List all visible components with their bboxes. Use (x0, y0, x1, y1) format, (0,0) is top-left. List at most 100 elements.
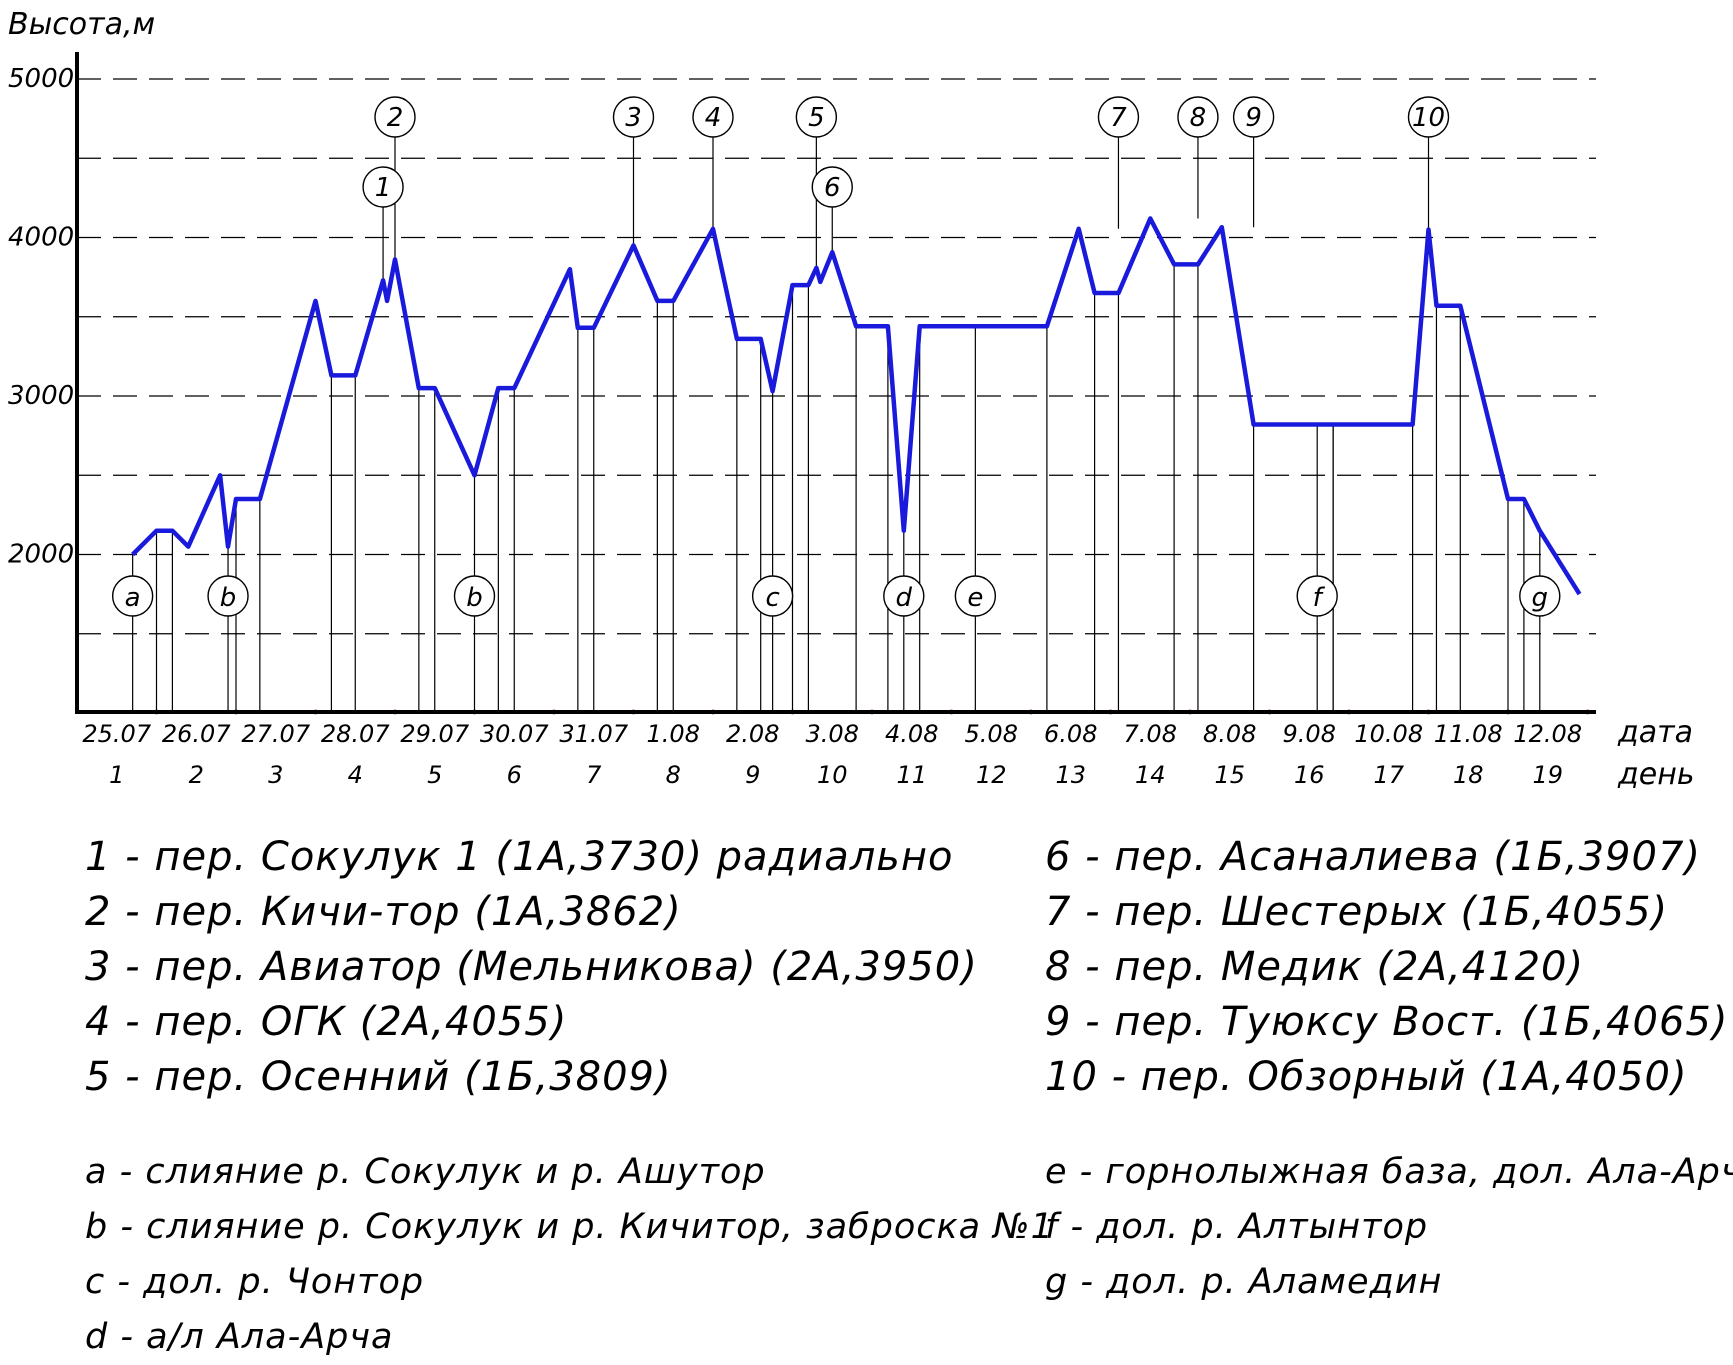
y-axis-label: Высота,м (8, 7, 155, 42)
x-tick-date: 26.07 (162, 720, 231, 748)
pass-marker-10 (1407, 96, 1450, 138)
x-tick-day: 13 (1055, 761, 1086, 789)
legend-point-a: a - слияние р. Сокулук и р. Ашутор (85, 1152, 766, 1192)
pass-marker-label: 7 (1110, 103, 1127, 133)
elevation-series (131, 216, 1582, 596)
x-tick-date: 30.07 (480, 720, 549, 748)
pass-marker-label: 4 (705, 103, 722, 133)
x-tick-day: 10 (817, 761, 848, 789)
markers: 12 3 4 567 8 9 10a b b c d e f g (111, 96, 1561, 617)
point-marker-e (954, 575, 997, 617)
legend-pass-6: 6 - пер. Асаналиева (1Б,3907) (1045, 834, 1702, 880)
x-tick-day: 19 (1532, 761, 1563, 789)
pass-marker-5 (795, 96, 838, 138)
pass-legend-right: 6 - пер. Асаналиева (1Б,3907) 7 - пер. Ш… (1045, 830, 1728, 1105)
legend-pass-1: 1 - пер. Сокулук 1 (1А,3730) радиально (85, 834, 954, 880)
pass-marker-label: 2 (387, 103, 404, 133)
axes (75, 52, 1596, 714)
x-tick-day: 9 (745, 761, 760, 789)
pass-marker-label: 10 (1412, 103, 1445, 133)
pass-marker-label: 6 (824, 173, 841, 203)
x-tick-day: 11 (896, 761, 927, 789)
point-marker-label: g (1532, 583, 1549, 613)
marker-leader-lines (132, 137, 1541, 713)
x-tick-date: 28.07 (321, 720, 390, 748)
y-tick-label: 3000 (8, 381, 74, 411)
point-marker-a (111, 575, 154, 617)
x-tick-date: 25.07 (82, 720, 151, 748)
point-marker-label: e (967, 583, 983, 613)
legend-point-e: e - горнолыжная база, дол. Ала-Арча (1045, 1152, 1733, 1192)
x-tick-date: 29.07 (400, 720, 469, 748)
point-marker-label: a (125, 583, 141, 613)
x-tick-date: 5.08 (965, 720, 1018, 748)
point-marker-g (1519, 575, 1561, 617)
x-tick-day: 17 (1373, 761, 1404, 789)
legend-pass-2: 2 - пер. Кичи-тор (1А,3862) (85, 889, 682, 935)
x-tick-day: 5 (427, 761, 442, 789)
x-tick-date: 7.08 (1124, 720, 1177, 748)
x-tick-day: 2 (189, 761, 204, 789)
grid-lines (77, 78, 1596, 635)
x-tick-day: 15 (1214, 761, 1245, 789)
x-tick-day: 7 (586, 761, 602, 789)
x-tick-date: 6.08 (1044, 720, 1097, 748)
y-tick-label: 5000 (8, 64, 74, 94)
y-tick-labels: 2000 3000 4000 5000 (8, 64, 74, 570)
point-legend-right: e - горнолыжная база, дол. Ала-Арча f - … (1045, 1145, 1733, 1310)
x-tick-date: 2.08 (726, 720, 779, 748)
x-tick-day: 12 (976, 761, 1007, 789)
x-tick-date: 9.08 (1283, 720, 1336, 748)
legend-point-c: c - дол. р. Чонтор (85, 1262, 425, 1302)
point-marker-d (883, 575, 925, 617)
point-marker-label: b (220, 583, 237, 613)
x-tick-day: 4 (348, 761, 363, 789)
pass-marker-label: 8 (1190, 103, 1207, 133)
x-tick-date: 8.08 (1203, 720, 1256, 748)
pass-marker-6 (811, 166, 853, 208)
x-axis-label-date: дата (1617, 715, 1693, 750)
pass-marker-7 (1097, 96, 1140, 138)
legend-pass-9: 9 - пер. Туюксу Вост. (1Б,4065) (1045, 999, 1729, 1045)
x-tick-day: 18 (1453, 761, 1484, 789)
pass-marker-3 (612, 96, 655, 138)
x-tick-date: 4.08 (885, 720, 938, 748)
x-tick-date: 11.08 (1434, 720, 1503, 748)
point-marker-b (453, 575, 496, 617)
point-marker-label: c (765, 583, 779, 613)
point-marker-f (1296, 575, 1338, 617)
point-legend-left: a - слияние р. Сокулук и р. Ашутор b - с… (85, 1145, 1054, 1365)
x-tick-day: 1 (109, 761, 124, 789)
point-marker-b (207, 575, 249, 617)
legend-point-f: f - дол. р. Алтынтор (1045, 1207, 1429, 1247)
point-marker-c (751, 575, 794, 617)
pass-marker-1 (362, 166, 404, 208)
legend-pass-3: 3 - пер. Авиатор (Мельникова) (2А,3950) (85, 944, 978, 990)
pass-marker-label: 3 (625, 103, 642, 133)
legend-pass-7: 7 - пер. Шестерых (1Б,4055) (1045, 889, 1669, 935)
pass-marker-2 (374, 96, 416, 138)
point-marker-label: d (896, 583, 913, 613)
legend-point-g: g - дол. р. Аламедин (1045, 1262, 1443, 1302)
y-tick-label: 2000 (8, 540, 74, 570)
x-tick-date: 12.08 (1513, 720, 1582, 748)
legend-pass-4: 4 - пер. ОГК (2А,4055) (85, 999, 568, 1045)
x-tick-day: 6 (507, 761, 522, 789)
x-tick-date: 1.08 (647, 720, 700, 748)
pass-marker-4 (692, 96, 734, 138)
point-marker-label: b (466, 583, 483, 613)
x-axis-label-day: день (1617, 757, 1695, 792)
pass-marker-label: 9 (1245, 103, 1262, 133)
pass-marker-label: 1 (375, 173, 392, 203)
legend-pass-10: 10 - пер. Обзорный (1А,4050) (1045, 1054, 1688, 1100)
x-tick-date: 31.07 (559, 720, 628, 748)
x-tick-day: 14 (1135, 761, 1166, 789)
x-tick-date: 27.07 (241, 720, 310, 748)
legend-pass-5: 5 - пер. Осенний (1Б,3809) (85, 1054, 672, 1100)
pass-legend-left: 1 - пер. Сокулук 1 (1А,3730) радиально 2… (85, 830, 978, 1105)
pass-marker-8 (1177, 96, 1219, 138)
y-tick-label: 4000 (8, 223, 74, 253)
x-tick-day: 8 (666, 761, 681, 789)
x-tick-date: 3.08 (806, 720, 859, 748)
